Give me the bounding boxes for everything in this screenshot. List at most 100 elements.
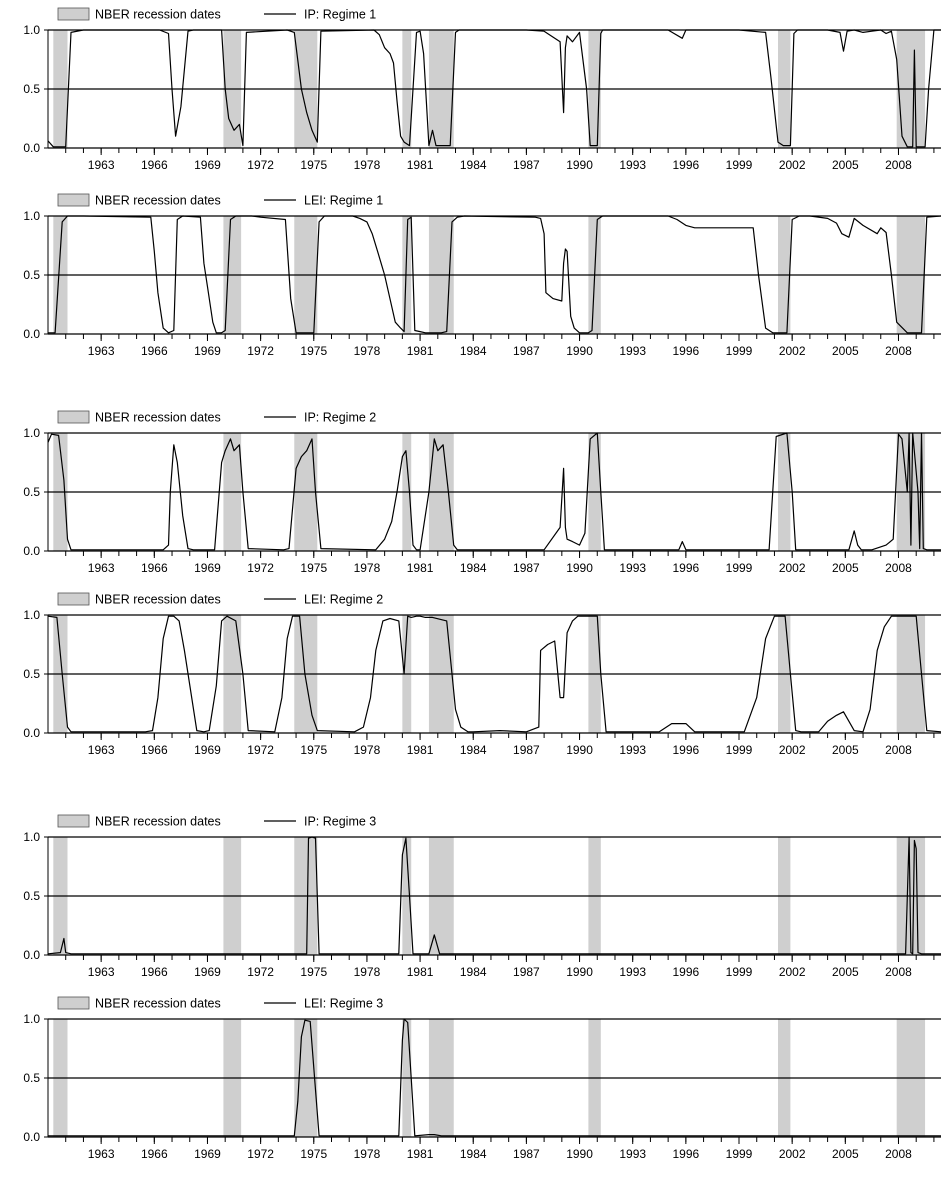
x-tick-label: 1972 xyxy=(247,561,274,575)
x-tick-label: 1984 xyxy=(460,965,487,979)
x-tick-label: 1966 xyxy=(141,1147,168,1161)
y-tick-label: 0.5 xyxy=(23,667,40,681)
panel-5: 0.0 0.5 1.0 1963 1966 1969 1972 1975 1978 1981 198… xyxy=(23,814,941,979)
x-tick-label: 1987 xyxy=(513,344,540,358)
x-tick-label: 2008 xyxy=(885,561,912,575)
legend-recession-label: NBER recession dates xyxy=(95,593,221,607)
y-tick-label: 0.0 xyxy=(23,141,40,155)
y-tick-label: 0.0 xyxy=(23,327,40,341)
x-tick-label: 1966 xyxy=(141,344,168,358)
x-tick-label: 1999 xyxy=(726,561,753,575)
x-tick-label: 2008 xyxy=(885,965,912,979)
x-tick-label: 1975 xyxy=(300,1147,327,1161)
x-tick-label: 1990 xyxy=(566,965,593,979)
x-tick-label: 1993 xyxy=(619,561,646,575)
x-tick-label: 1975 xyxy=(300,965,327,979)
x-tick-label: 1984 xyxy=(460,344,487,358)
x-tick-label: 2002 xyxy=(779,965,806,979)
x-tick-label: 1984 xyxy=(460,561,487,575)
y-tick-label: 0.5 xyxy=(23,485,40,499)
x-tick-label: 1981 xyxy=(407,743,434,757)
x-tick-label: 1996 xyxy=(673,1147,700,1161)
series-line xyxy=(47,836,941,955)
x-tick-label: 1996 xyxy=(673,158,700,172)
x-tick-label: 1975 xyxy=(300,561,327,575)
x-tick-label: 1999 xyxy=(726,1147,753,1161)
x-tick-label: 1963 xyxy=(88,1147,115,1161)
x-tick-label: 1996 xyxy=(673,743,700,757)
x-tick-label: 1993 xyxy=(619,965,646,979)
x-tick-label: 1999 xyxy=(726,344,753,358)
y-tick-label: 1.0 xyxy=(23,426,40,440)
legend-recession-swatch xyxy=(57,592,90,606)
x-tick-label: 1969 xyxy=(194,344,221,358)
legend-recession-swatch xyxy=(57,410,90,424)
x-tick-label: 1981 xyxy=(407,965,434,979)
x-tick-label: 1996 xyxy=(673,965,700,979)
x-tick-label: 1984 xyxy=(460,743,487,757)
x-tick-label: 1987 xyxy=(513,561,540,575)
x-tick-label: 1966 xyxy=(141,965,168,979)
x-tick-label: 1963 xyxy=(88,743,115,757)
legend-recession-swatch xyxy=(57,996,90,1010)
x-tick-label: 1969 xyxy=(194,743,221,757)
x-tick-label: 1975 xyxy=(300,158,327,172)
x-tick-label: 2002 xyxy=(779,344,806,358)
x-tick-label: 1975 xyxy=(300,344,327,358)
x-tick-label: 1978 xyxy=(354,561,381,575)
y-tick-label: 0.0 xyxy=(23,544,40,558)
x-tick-label: 1963 xyxy=(88,344,115,358)
x-tick-label: 1996 xyxy=(673,344,700,358)
x-tick-label: 1993 xyxy=(619,158,646,172)
legend-series-label: IP: Regime 3 xyxy=(304,815,376,829)
x-tick-label: 1963 xyxy=(88,965,115,979)
x-tick-label: 1966 xyxy=(141,743,168,757)
y-tick-label: 0.5 xyxy=(23,82,40,96)
x-tick-label: 1990 xyxy=(566,1147,593,1161)
legend-series-label: IP: Regime 2 xyxy=(304,411,376,425)
x-tick-label: 1969 xyxy=(194,1147,221,1161)
x-tick-label: 1987 xyxy=(513,965,540,979)
x-tick-label: 2008 xyxy=(885,344,912,358)
legend-recession-swatch xyxy=(57,7,90,21)
y-tick-label: 0.0 xyxy=(23,726,40,740)
x-tick-label: 1972 xyxy=(247,965,274,979)
y-tick-label: 1.0 xyxy=(23,23,40,37)
legend-recession-label: NBER recession dates xyxy=(95,815,221,829)
x-tick-label: 2005 xyxy=(832,1147,859,1161)
x-tick-label: 2005 xyxy=(832,743,859,757)
x-tick-label: 1972 xyxy=(247,1147,274,1161)
x-tick-label: 1963 xyxy=(88,158,115,172)
y-tick-label: 0.0 xyxy=(23,948,40,962)
x-tick-label: 1990 xyxy=(566,158,593,172)
x-tick-label: 1981 xyxy=(407,344,434,358)
legend-recession-swatch xyxy=(57,814,90,828)
x-tick-label: 2002 xyxy=(779,743,806,757)
y-tick-label: 0.5 xyxy=(23,889,40,903)
x-tick-label: 2005 xyxy=(832,965,859,979)
x-tick-label: 2005 xyxy=(832,158,859,172)
x-tick-label: 2002 xyxy=(779,1147,806,1161)
x-tick-label: 1969 xyxy=(194,561,221,575)
x-tick-label: 2005 xyxy=(832,561,859,575)
x-tick-label: 1990 xyxy=(566,743,593,757)
x-tick-label: 1978 xyxy=(354,965,381,979)
x-tick-label: 1978 xyxy=(354,743,381,757)
legend-series-label: LEI: Regime 1 xyxy=(304,194,383,208)
legend-recession-label: NBER recession dates xyxy=(95,997,221,1011)
legend-series-label: LEI: Regime 3 xyxy=(304,997,383,1011)
panel-2: 0.0 0.5 1.0 1963 1966 1969 1972 1975 1978 1981 198… xyxy=(23,194,941,358)
x-tick-label: 1987 xyxy=(513,743,540,757)
legend-series-label: LEI: Regime 2 xyxy=(304,593,383,607)
x-tick-label: 1984 xyxy=(460,158,487,172)
legend-recession-label: NBER recession dates xyxy=(95,194,221,208)
x-tick-label: 1981 xyxy=(407,561,434,575)
panel-4: 0.0 0.5 1.0 1963 1966 1969 1972 1975 1978 1981 198… xyxy=(23,592,941,757)
y-tick-label: 1.0 xyxy=(23,608,40,622)
x-tick-label: 1999 xyxy=(726,965,753,979)
y-tick-label: 0.5 xyxy=(23,1071,40,1085)
x-tick-label: 1978 xyxy=(354,158,381,172)
x-tick-label: 1984 xyxy=(460,1147,487,1161)
